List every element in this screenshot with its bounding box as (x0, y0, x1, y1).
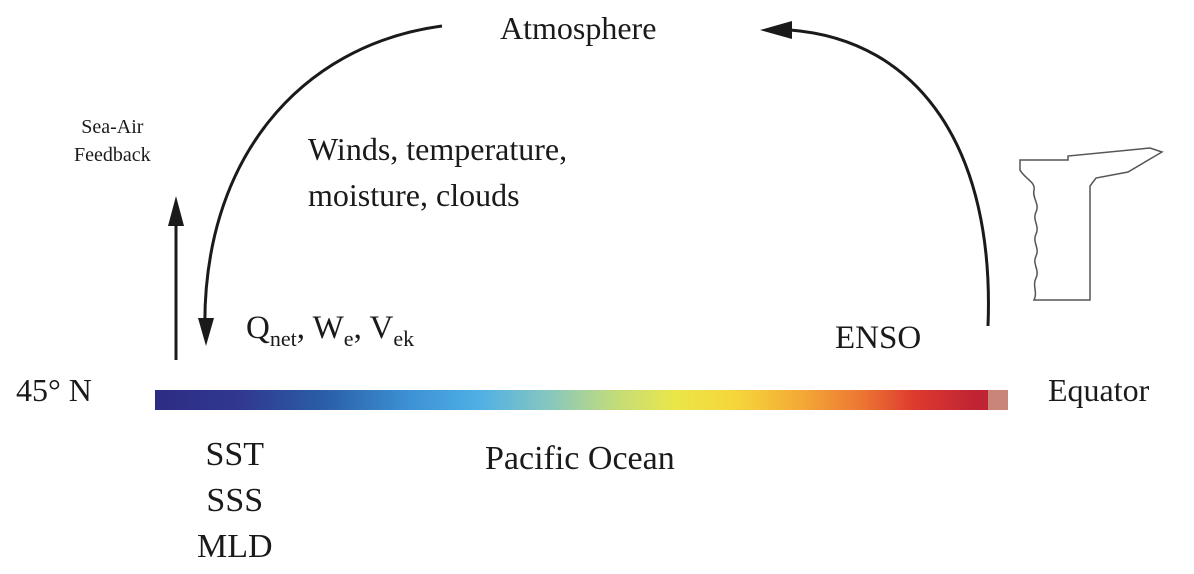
ocean-color-bar-end (988, 390, 1008, 410)
surface-fluxes-label: Qnet, We, Vek (246, 312, 414, 350)
atmosphere-to-ocean-arrowhead (198, 318, 214, 346)
flux-q-subscript: net (269, 326, 297, 351)
latitude-label: 45° N (16, 372, 92, 408)
enso-to-atmosphere-arrowhead (760, 21, 792, 39)
flux-w: , W (296, 310, 344, 346)
enso-to-atmosphere-arrow (789, 28, 990, 327)
ocean-variables: SST SSS MLD (197, 432, 273, 570)
equator-label: Equator (1048, 372, 1150, 408)
atmosphere-label: Atmosphere (500, 10, 657, 46)
flux-v-subscript: ek (393, 326, 415, 351)
sea-air-feedback-label: Sea-Air Feedback (74, 113, 151, 169)
enso-label: ENSO (835, 320, 922, 356)
atmosphere-variables: Winds, temperature, moisture, clouds (308, 126, 567, 218)
flux-w-subscript: e (343, 326, 354, 351)
feedback-line-2: Feedback (74, 144, 151, 166)
ocean-variable-sss: SSS (206, 482, 264, 519)
flux-v: , V (353, 310, 394, 346)
atmosphere-to-ocean-arrow (203, 24, 443, 337)
sea-air-feedback-arrowhead (168, 196, 184, 226)
thermocline-profile-icon (1019, 147, 1164, 301)
atmosphere-variables-line-2: moisture, clouds (308, 177, 520, 213)
ocean-variable-sst: SST (205, 436, 265, 473)
flux-q: Q (246, 310, 270, 346)
ocean-variable-mld: MLD (197, 528, 273, 565)
atmosphere-variables-line-1: Winds, temperature, (308, 131, 568, 167)
feedback-line-1: Sea-Air (81, 116, 144, 138)
ocean-color-bar (155, 390, 1008, 410)
pacific-ocean-label: Pacific Ocean (485, 440, 675, 477)
